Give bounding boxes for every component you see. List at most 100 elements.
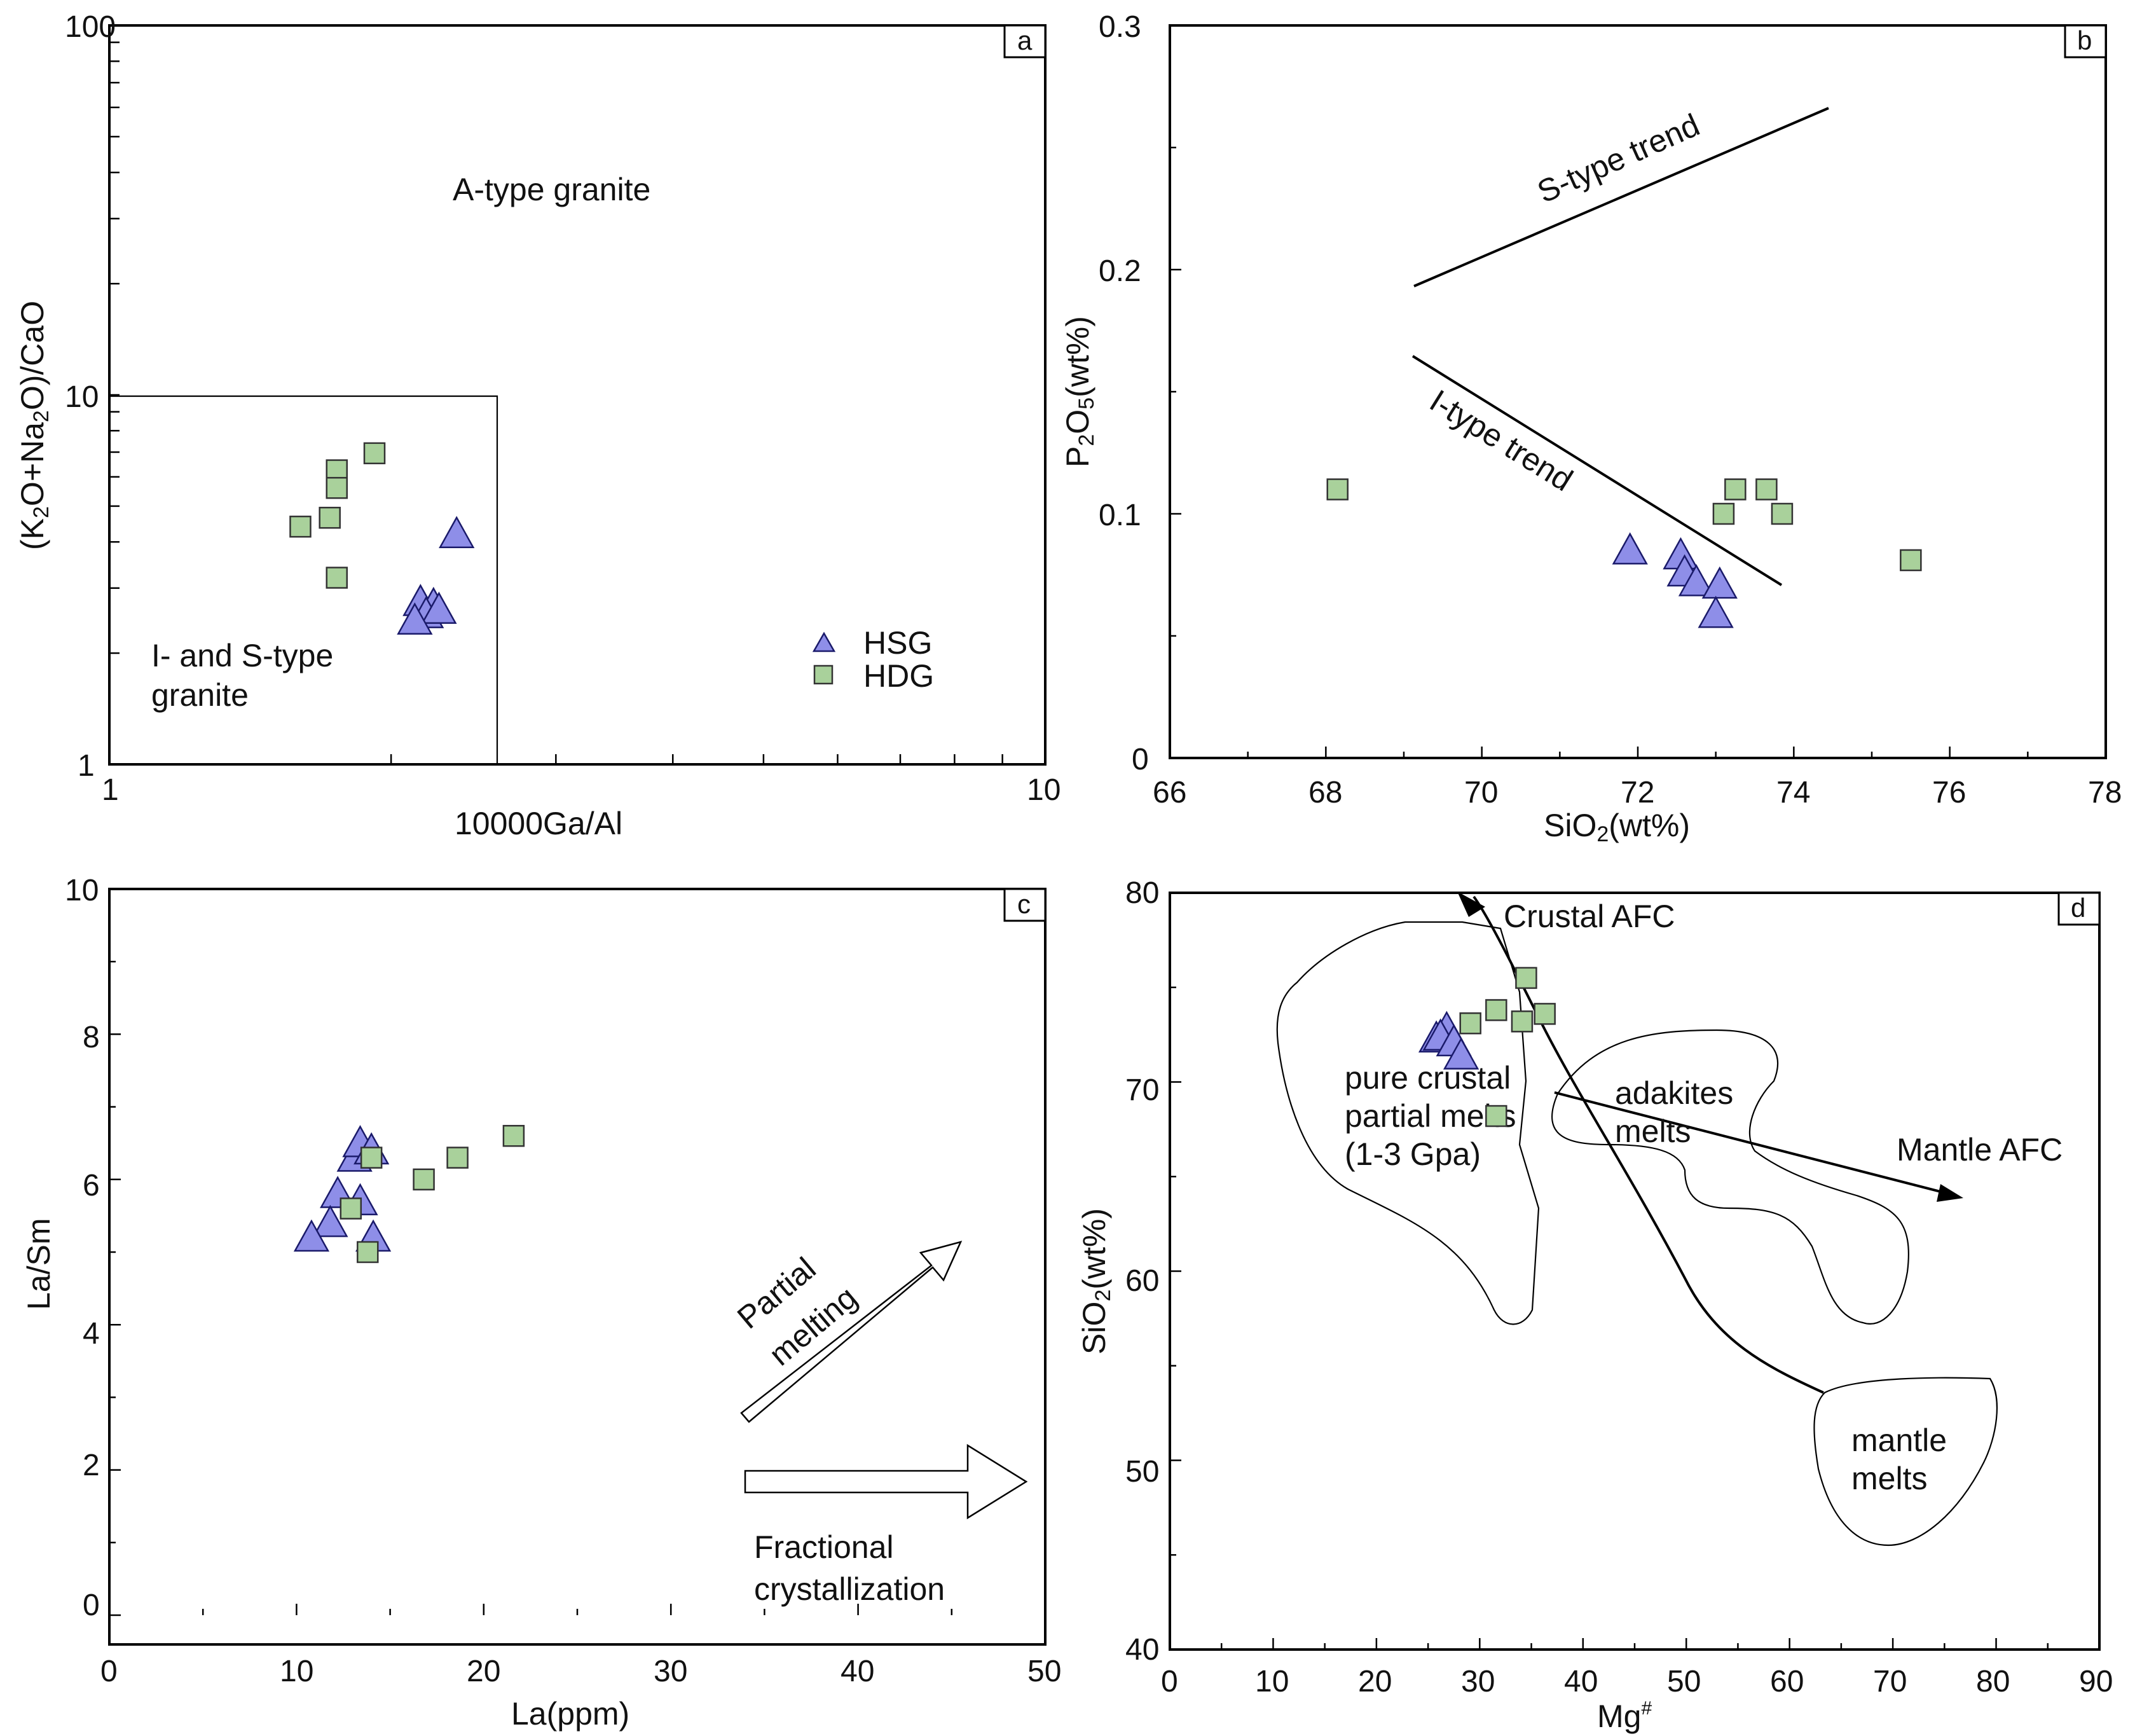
hdg-point <box>326 567 348 589</box>
legend-hsg-label: HSG <box>863 625 932 661</box>
x-axis-title: Mg# <box>1597 1698 1652 1734</box>
hdg-point <box>413 1168 435 1191</box>
panel-label-d: d <box>2071 893 2085 923</box>
y-axis-title: P2O5(wt%) <box>1060 316 1099 467</box>
mantle-afc-label: Mantle AFC <box>1897 1132 2063 1168</box>
ticks-d <box>1169 892 2101 1651</box>
pure-crustal-field <box>1276 921 1540 1325</box>
x-tick-label: 0 <box>1161 1665 1178 1698</box>
adakite-label: melts <box>1615 1113 1691 1149</box>
y-tick-label: 6 <box>83 1169 100 1202</box>
hsg-point <box>293 1219 330 1252</box>
crustal-afc-arrowhead <box>1457 892 1485 917</box>
x-tick-label: 50 <box>1027 1655 1061 1688</box>
chart-panel-d: 80 70 60 50 40 0 10 20 30 40 50 60 70 80… <box>1076 876 2113 1734</box>
panel-label-box-c <box>1003 888 1047 922</box>
ticks-c <box>108 888 1047 1616</box>
partial-melting-arrow <box>740 1241 963 1423</box>
hdg-point <box>1755 478 1778 500</box>
hsg-point <box>1698 595 1734 628</box>
hdg-point <box>340 1197 362 1220</box>
legend-hdg-label: HDG <box>863 658 934 694</box>
panel-label-c: c <box>1017 889 1031 919</box>
ticks-b <box>1169 24 2107 759</box>
y-tick-label: 60 <box>1125 1264 1159 1298</box>
hdg-point <box>360 1147 383 1169</box>
adakite-melts-field <box>1551 1029 1909 1325</box>
region-is-type: granite <box>151 677 249 713</box>
hdg-point <box>1485 999 1507 1021</box>
x-tick-label: 70 <box>1464 776 1498 809</box>
hsg-point <box>439 516 475 548</box>
x-tick-label: 80 <box>1976 1665 2010 1698</box>
x-tick-label: 1 <box>102 773 119 807</box>
hdg-point <box>502 1125 525 1147</box>
y-tick-label: 100 <box>65 10 116 44</box>
x-tick-label: 20 <box>467 1655 500 1688</box>
hdg-point <box>1515 967 1537 989</box>
legend-hdg-marker <box>813 665 834 685</box>
panel-label-a: a <box>1017 25 1033 55</box>
pure-crustal-label: (1-3 Gpa) <box>1345 1136 1481 1172</box>
x-tick-label: 30 <box>654 1655 687 1688</box>
y-tick-label: 0 <box>1132 743 1149 776</box>
y-tick-label: 10 <box>65 380 99 414</box>
hdg-point <box>1459 1012 1481 1035</box>
x-tick-label: 66 <box>1153 776 1186 809</box>
region-a-type: A-type granite <box>453 172 650 207</box>
plot-frame-c <box>108 888 1047 1646</box>
x-tick-label: 10 <box>1027 773 1061 807</box>
x-tick-label: 70 <box>1873 1665 1907 1698</box>
hdg-point <box>1900 549 1922 572</box>
x-tick-label: 20 <box>1358 1665 1392 1698</box>
points-c <box>293 1125 525 1264</box>
crustal-afc-label: Crustal AFC <box>1504 899 1675 934</box>
y-tick-label: 10 <box>65 874 99 907</box>
hdg-point <box>446 1147 469 1169</box>
mantle-afc-arrowhead <box>1937 1184 1963 1202</box>
y-tick-label: 4 <box>83 1317 100 1351</box>
hdg-point <box>289 515 312 538</box>
mantle-afc-line <box>1554 1091 1946 1194</box>
mantle-melts-label: mantle <box>1851 1423 1947 1458</box>
s-type-trend-line <box>1413 107 1829 287</box>
hdg-point <box>1534 1003 1556 1025</box>
x-axis-title: 10000Ga/Al <box>455 806 622 841</box>
hdg-point <box>1485 1105 1507 1127</box>
hsg-point <box>1701 566 1738 599</box>
pure-crustal-label: pure crustal <box>1345 1060 1511 1096</box>
mantle-melts-label: melts <box>1851 1461 1927 1496</box>
y-axis-title: (K2O+Na2O)/CaO <box>15 301 53 550</box>
x-tick-label: 60 <box>1770 1665 1804 1698</box>
chart-panel-a: 100 10 1 1 10 10000Ga/Al (K2O+Na2O)/CaO … <box>15 10 1061 841</box>
adakite-label: adakites <box>1615 1075 1733 1111</box>
i-type-trend-line <box>1411 355 1783 586</box>
crustal-afc-curve <box>1473 895 1824 1394</box>
y-tick-label: 0.1 <box>1099 499 1141 532</box>
i-type-trend-label: I-type trend <box>1424 383 1579 499</box>
y-tick-label: 1 <box>78 749 95 783</box>
x-tick-label: 68 <box>1308 776 1342 809</box>
hsg-point <box>1443 1037 1479 1070</box>
y-tick-label: 50 <box>1125 1455 1159 1489</box>
fractional-crystallization-arrow <box>744 1443 1028 1520</box>
x-tick-label: 74 <box>1776 776 1810 809</box>
ticks-a <box>108 24 1047 766</box>
region-is-type: I- and S-type <box>151 638 333 673</box>
y-tick-label: 0.2 <box>1099 254 1141 288</box>
x-axis-title: SiO2(wt%) <box>1544 808 1690 846</box>
hdg-point <box>319 506 341 529</box>
y-tick-label: 0 <box>83 1588 100 1622</box>
hsg-point <box>312 1204 348 1237</box>
hsg-point <box>1612 532 1648 565</box>
y-tick-label: 40 <box>1125 1633 1159 1667</box>
hdg-point <box>1771 502 1794 525</box>
points-a <box>289 442 475 635</box>
x-tick-label: 30 <box>1461 1665 1495 1698</box>
x-tick-label: 76 <box>1932 776 1966 809</box>
x-tick-label: 50 <box>1667 1665 1701 1698</box>
hdg-point <box>1326 478 1349 500</box>
hdg-point <box>1712 502 1735 525</box>
hdg-point <box>1724 478 1747 500</box>
x-tick-label: 10 <box>1255 1665 1289 1698</box>
